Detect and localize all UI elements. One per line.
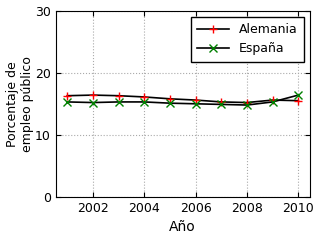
Y-axis label: Porcentaje de
empleo público: Porcentaje de empleo público: [5, 56, 34, 152]
España: [65, 101, 69, 103]
España: [91, 101, 95, 104]
España: [142, 101, 146, 103]
España: [219, 103, 223, 106]
Alemania: [168, 97, 172, 100]
España: [117, 101, 121, 103]
España: [296, 94, 300, 96]
Line: Alemania: Alemania: [63, 91, 302, 107]
Alemania: [117, 94, 121, 97]
Line: España: España: [63, 91, 302, 109]
Alemania: [194, 99, 197, 102]
Alemania: [142, 96, 146, 98]
Alemania: [219, 101, 223, 103]
España: [168, 102, 172, 105]
España: [271, 101, 275, 103]
Alemania: [245, 101, 249, 104]
Alemania: [91, 94, 95, 96]
X-axis label: Año: Año: [169, 221, 196, 234]
Alemania: [271, 99, 275, 102]
España: [245, 104, 249, 107]
España: [194, 102, 197, 105]
Alemania: [65, 94, 69, 97]
Legend: Alemania, España: Alemania, España: [191, 17, 304, 61]
Alemania: [296, 99, 300, 102]
